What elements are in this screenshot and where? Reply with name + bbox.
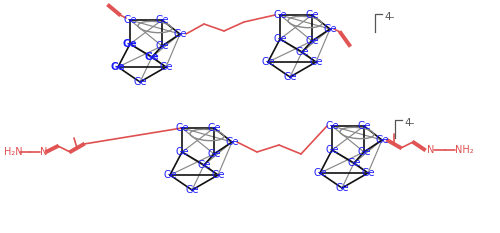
Text: Ge: Ge [375,135,389,145]
Text: Ge: Ge [305,10,319,20]
Text: Ge: Ge [305,36,319,46]
Text: Ge: Ge [122,39,138,49]
Text: Ge: Ge [123,15,137,25]
Text: Ge: Ge [155,15,169,25]
Text: Ge: Ge [208,123,221,133]
Text: Ge: Ge [325,121,339,131]
Text: Ge: Ge [225,137,239,147]
Text: Ge: Ge [176,123,189,133]
Text: Ge: Ge [273,34,287,44]
Text: 4-: 4- [384,12,394,22]
Text: Ge: Ge [110,62,126,72]
Text: Ge: Ge [309,57,323,67]
Text: Ge: Ge [174,29,187,39]
Text: Ge: Ge [323,24,337,34]
Text: 4-: 4- [404,118,414,128]
Text: N: N [40,147,48,157]
Text: Ge: Ge [197,160,211,170]
Text: N: N [427,145,434,155]
Text: Ge: Ge [155,41,169,51]
Text: Ge: Ge [261,57,275,67]
Text: Ge: Ge [163,170,177,180]
Text: Ge: Ge [211,170,225,180]
Text: Ge: Ge [273,10,287,20]
Text: Ge: Ge [159,62,173,72]
Text: Ge: Ge [335,183,349,193]
Text: H₂N: H₂N [4,147,22,157]
Text: Ge: Ge [283,72,297,82]
Text: Ge: Ge [347,158,361,168]
Text: Ge: Ge [357,121,371,131]
Text: NH₂: NH₂ [455,145,473,155]
Text: Ge: Ge [176,147,189,157]
Text: Ge: Ge [185,185,199,195]
Text: Ge: Ge [361,168,375,178]
Text: Ge: Ge [357,147,371,157]
Text: Ge: Ge [325,145,339,155]
Text: Ge: Ge [208,149,221,159]
Text: Ge: Ge [144,52,160,62]
Text: Ge: Ge [313,168,327,178]
Text: Ge: Ge [133,77,147,87]
Text: Ge: Ge [295,47,309,57]
